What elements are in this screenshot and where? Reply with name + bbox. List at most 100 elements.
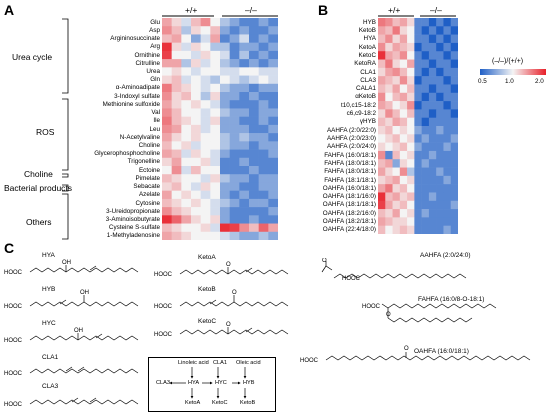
heatmap-b-cell <box>392 209 401 218</box>
heatmap-a-cell <box>249 124 259 134</box>
heatmap-a-cell <box>239 174 250 183</box>
panel-a-letter: A <box>4 2 15 18</box>
heatmap-a-cell <box>162 157 172 167</box>
heatmap-b-cell <box>399 184 408 193</box>
heatmap-a-cell <box>181 92 192 101</box>
heatmap-b-cell <box>428 18 437 27</box>
heatmap-a-cell <box>220 34 230 43</box>
heatmap-b-cell <box>399 167 408 177</box>
heatmap-a-row-label: N-Acetylvaline <box>119 133 160 141</box>
heatmap-a-cell <box>220 26 230 35</box>
heatmap-b-cell <box>378 18 386 27</box>
heatmap-a-cell <box>249 100 259 109</box>
heatmap-a-cell <box>162 50 172 60</box>
heatmap-a-cell <box>239 108 250 117</box>
heatmap-a-cell <box>191 67 201 76</box>
heatmap-b-cell <box>436 159 444 168</box>
heatmap-a-cell <box>162 59 172 68</box>
heatmap-b-cell <box>414 150 422 160</box>
heatmap-a-row-label: Asp <box>149 26 160 34</box>
heatmap-b-cell <box>385 159 393 168</box>
heatmap-b-wt-label: +/+ <box>388 5 401 15</box>
heatmap-a-cell <box>258 182 269 191</box>
heatmap-b-group-bars <box>378 15 456 17</box>
heatmap-a-cell <box>268 141 278 150</box>
heatmap-b-cell <box>443 67 452 77</box>
heatmap-b-cell <box>450 192 458 202</box>
heatmap-b-cell <box>443 117 452 127</box>
heatmap-b-cell <box>421 42 430 52</box>
heatmap-b-cell <box>378 217 386 226</box>
heatmap-b-cell <box>421 101 430 110</box>
heatmap-b-cell <box>407 34 415 44</box>
heatmap-b-cell <box>443 217 452 226</box>
heatmap-b-cell <box>421 175 430 185</box>
heatmap-a-cell <box>191 59 201 68</box>
heatmap-a-cell <box>249 157 259 167</box>
heatmap-b-cell <box>421 150 430 160</box>
heatmap-a-cell <box>210 149 221 159</box>
heatmap-b-cell <box>421 67 430 77</box>
heatmap-b-cell <box>428 159 437 168</box>
heatmap-a-cell <box>239 149 250 159</box>
heatmap-a-cell <box>220 116 230 126</box>
heatmap-a-cell <box>162 166 172 175</box>
heatmap-a-cell <box>210 198 221 208</box>
heatmap-b-cell <box>378 51 386 60</box>
heatmap-a-cell <box>249 42 259 52</box>
heatmap-a-cell <box>229 116 240 126</box>
heatmap-b-cell <box>392 150 401 160</box>
heatmap-a-cell <box>249 108 259 117</box>
heatmap-a-cell <box>181 190 192 200</box>
heatmap-a-cell <box>210 67 221 76</box>
heatmap-a-cell <box>258 50 269 60</box>
heatmap-a-cell <box>239 42 250 52</box>
heatmap-b-cell <box>421 92 430 102</box>
heatmap-b-cell <box>414 217 422 226</box>
heatmap-b-cell <box>450 51 458 60</box>
heatmap-a-cell <box>181 215 192 224</box>
heatmap-a-cell <box>210 231 221 240</box>
heatmap-a-cell <box>258 59 269 68</box>
heatmap-b-row-label: FAHFA (18:0/18:1) <box>324 159 376 167</box>
heatmap-a-cell <box>162 149 172 159</box>
heatmap-a-cell <box>220 75 230 85</box>
heatmap-b-cell <box>392 184 401 193</box>
heatmap-a-cell <box>239 92 250 101</box>
heatmap-b-cell <box>399 134 408 143</box>
heatmap-b-cell <box>450 134 458 143</box>
heatmap-a-cell <box>191 100 201 109</box>
heatmap-b-cell <box>392 126 401 135</box>
heatmap-b-row-label: FAHFA (18:1/18:1) <box>324 176 376 184</box>
heatmap-a-cell <box>229 174 240 183</box>
heatmap-b-cell <box>436 209 444 218</box>
heatmap-a-cell <box>210 50 221 60</box>
heatmap-b-cell <box>399 67 408 77</box>
heatmap-b-cell <box>414 18 422 27</box>
heatmap-b-cell <box>385 209 393 218</box>
heatmap-a-cell <box>181 100 192 109</box>
heatmap-a-cell <box>200 108 211 117</box>
heatmap-a-cell <box>239 215 250 224</box>
heatmap-b-cell <box>428 184 437 193</box>
heatmap-b-cell <box>399 225 408 234</box>
struct-oh: OH <box>74 328 83 334</box>
heatmap-b-cell <box>414 51 422 60</box>
heatmap-b-cell <box>450 167 458 177</box>
heatmap-b-cell <box>421 192 430 202</box>
heatmap-b-cell <box>443 200 452 210</box>
heatmap-b-cell <box>414 101 422 110</box>
structures-middle: HOOC HOOC HOOC O O O <box>154 262 289 338</box>
heatmap-a-cell <box>268 75 278 85</box>
heatmap-b-cell <box>378 42 386 52</box>
pathway-cla3: CLA3 <box>156 380 170 386</box>
heatmap-a-cell <box>239 124 250 134</box>
heatmap-a-cell <box>249 133 259 142</box>
heatmap-a-cell <box>249 149 259 159</box>
heatmap-b-cell <box>443 59 452 69</box>
heatmap-a-cell <box>229 100 240 109</box>
heatmap-b-cell <box>407 217 415 226</box>
heatmap-a-cell <box>162 124 172 134</box>
heatmap-b-row-label: CLA1 <box>360 68 376 76</box>
colorscale-tick-1: 1.0 <box>505 78 514 85</box>
